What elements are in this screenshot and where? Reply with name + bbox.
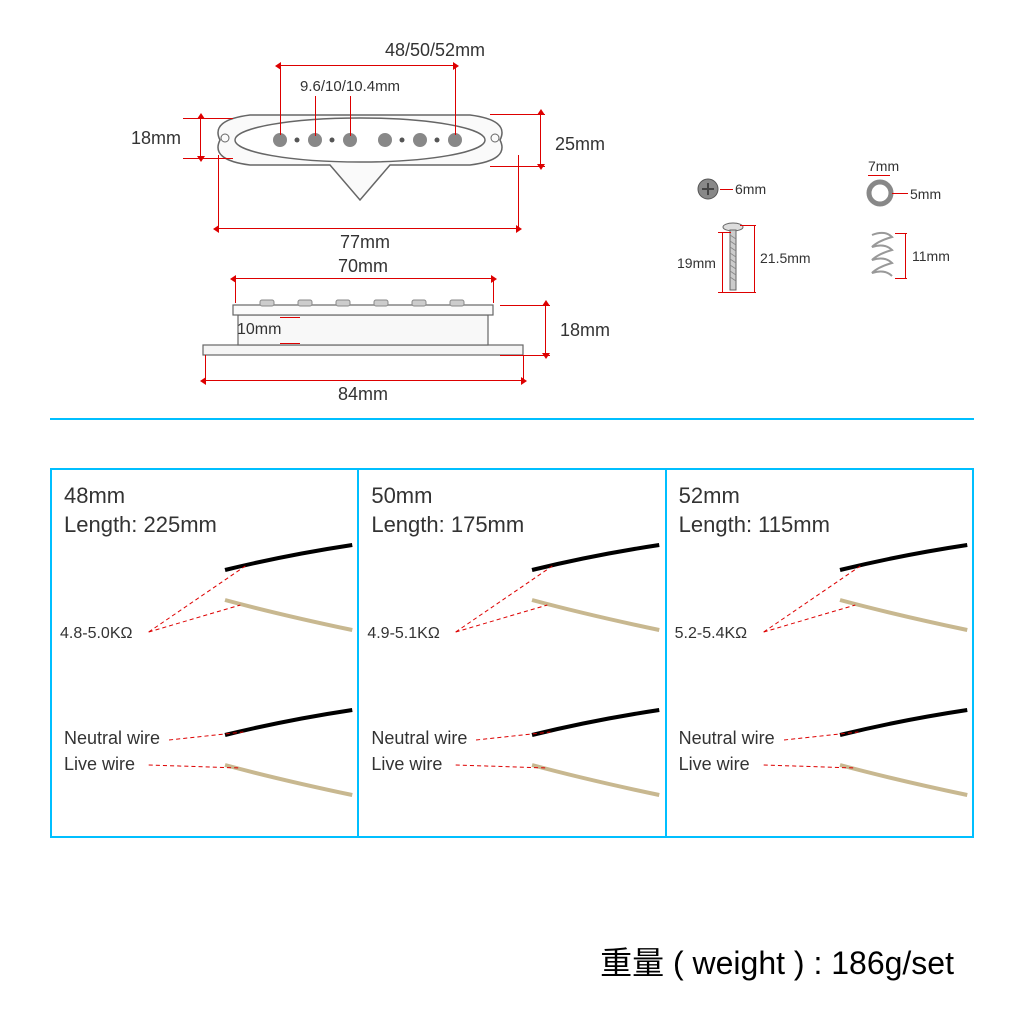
neutral-wire-label: Neutral wire [679, 728, 775, 749]
dim-left-height: 18mm [131, 128, 181, 149]
panel-length: Length: 225mm [64, 512, 217, 537]
dim-side-outer: 18mm [560, 320, 610, 341]
panel-48mm: 48mm Length: 225mm 4.8-5.0KΩ Neutral wir… [52, 470, 359, 836]
panel-length: Length: 115mm [679, 512, 830, 537]
wire-diagram [667, 540, 972, 830]
dim-screw-shaft: 19mm [677, 255, 716, 271]
section-divider [50, 418, 974, 420]
weight-label: 重量 ( weight ) : 186g/set [600, 938, 954, 984]
dim-right-height: 25mm [555, 134, 605, 155]
panel-size: 52mm [679, 483, 740, 508]
panel-size: 50mm [371, 483, 432, 508]
pickup-top-view [190, 100, 530, 220]
dim-cover-width: 77mm [340, 232, 390, 253]
live-wire-label: Live wire [679, 754, 750, 775]
wire-diagram [359, 540, 664, 830]
live-wire-label: Live wire [64, 754, 135, 775]
wire-diagram [52, 540, 357, 830]
dim-side-base: 84mm [338, 384, 388, 405]
dim-pole-sub: 9.6/10/10.4mm [300, 78, 400, 95]
neutral-wire-label: Neutral wire [64, 728, 160, 749]
wire-spec-panels: 48mm Length: 225mm 4.8-5.0KΩ Neutral wir… [50, 468, 974, 838]
dim-spacer-outer: 7mm [868, 158, 899, 174]
dim-screw-head: 6mm [735, 181, 766, 197]
neutral-wire-label: Neutral wire [371, 728, 467, 749]
panel-52mm: 52mm Length: 115mm 5.2-5.4KΩ Neutral wir… [667, 470, 972, 836]
dim-spacer-inner: 5mm [910, 186, 941, 202]
panel-length: Length: 175mm [371, 512, 524, 537]
panel-50mm: 50mm Length: 175mm 4.9-5.1KΩ Neutral wir… [359, 470, 666, 836]
technical-drawing-section: 48/50/52mm 9.6/10/10.4mm 18mm 25mm 77mm [0, 0, 1024, 420]
dim-screw-total: 21.5mm [760, 250, 811, 266]
panel-size: 48mm [64, 483, 125, 508]
dim-side-top: 70mm [338, 256, 388, 277]
dim-pole-spacing: 48/50/52mm [385, 40, 485, 61]
live-wire-label: Live wire [371, 754, 442, 775]
dim-spring-height: 11mm [912, 248, 950, 264]
dim-side-inner: 10mm [237, 321, 281, 339]
